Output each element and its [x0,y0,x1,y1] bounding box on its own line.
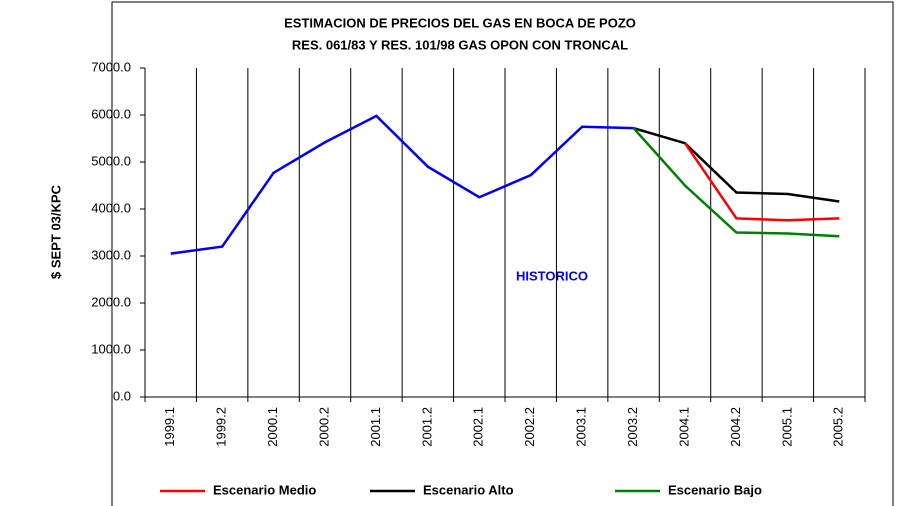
series-line [633,126,840,203]
x-tick-label: 2002.2 [522,407,537,447]
chart-subtitle: RES. 061/83 Y RES. 101/98 GAS OPON CON T… [292,37,628,52]
x-tick-label: 2001.2 [419,407,434,447]
legend-label: Escenario Alto [423,482,514,497]
x-tick-label: 2002.1 [471,407,486,447]
y-axis-label: $ SEPT 03/KPC [48,184,63,279]
series-line [632,127,840,238]
x-tick-label: 2000.2 [316,407,331,447]
x-tick-label: 1999.1 [162,407,177,447]
legend-label: Escenario Bajo [668,482,762,497]
y-tick-label: 7000.0 [91,59,131,74]
x-tick-label: 2005.1 [779,407,794,447]
x-tick-label: 2001.1 [368,407,383,447]
series-line [683,142,840,222]
annotation: HISTORICO [516,268,588,283]
x-tick-label: 2004.1 [676,407,691,447]
y-tick-label: 4000.0 [91,200,131,215]
x-tick-label: 1999.2 [214,407,229,447]
chart-title: ESTIMACION DE PRECIOS DEL GAS EN BOCA DE… [284,15,636,30]
y-tick-label: 1000.0 [91,341,131,356]
x-tick-label: 2004.2 [728,407,743,447]
series-line [170,114,634,255]
y-tick-label: 5000.0 [91,153,131,168]
x-tick-label: 2005.2 [831,407,846,447]
x-tick-label: 2003.1 [574,407,589,447]
y-tick-label: 6000.0 [91,106,131,121]
y-tick-label: 2000.0 [91,294,131,309]
y-tick-label: 3000.0 [91,247,131,262]
x-tick-label: 2000.1 [265,407,280,447]
x-tick-label: 2003.2 [625,407,640,447]
y-tick-label: 0.0 [113,388,131,403]
chart-frame [111,1,894,506]
legend-label: Escenario Medio [213,482,316,497]
